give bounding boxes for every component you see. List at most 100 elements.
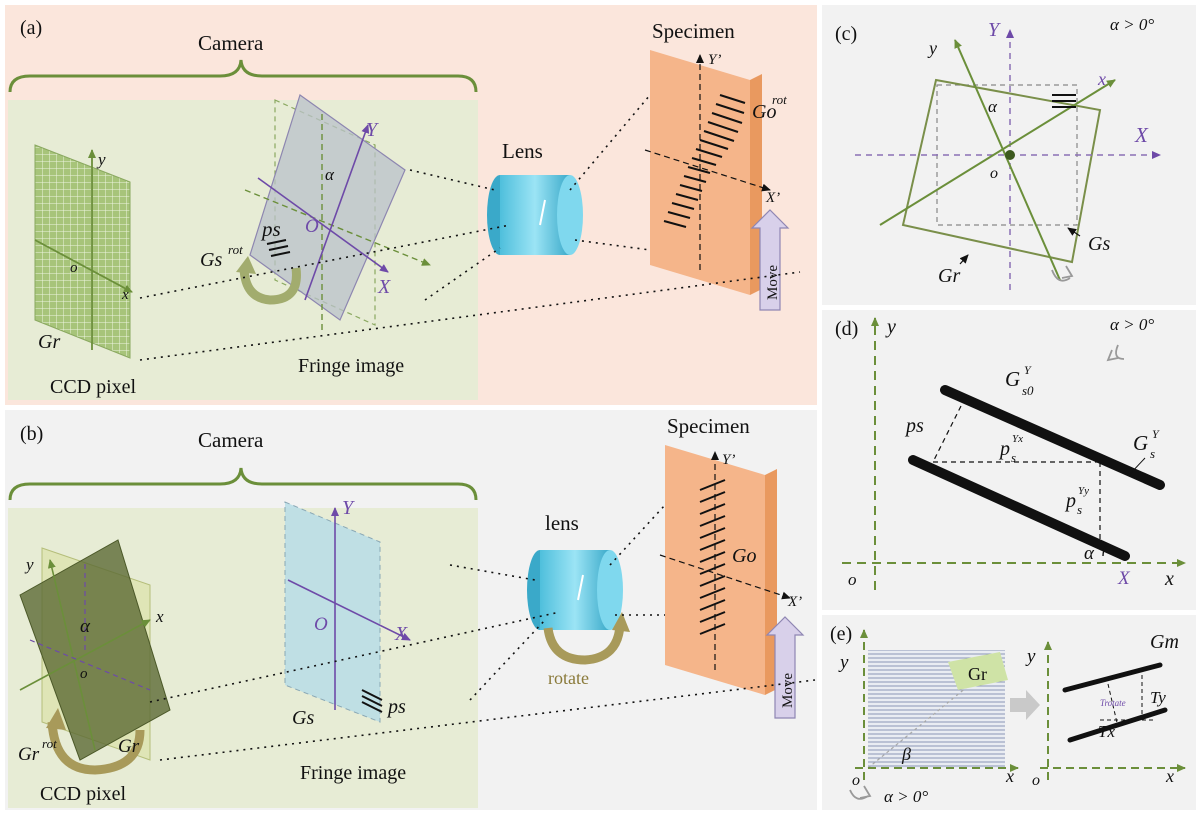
panel-e-right-x-label: x: [1165, 766, 1174, 786]
g-o-rot-label: Go: [752, 101, 776, 123]
panel-e-transform-arrow: [1010, 690, 1040, 720]
move-arrow-a: [750, 209, 790, 311]
panel-e-gr-label: Gr: [968, 664, 987, 684]
panel-e-gr-tag-bg: [948, 652, 1008, 690]
ccd-pixel-label-b: CCD pixel: [40, 783, 127, 805]
specimen-label-a: Specimen: [652, 19, 735, 43]
panel-e-left-y-label: y: [838, 652, 849, 673]
g-o-label-b: Go: [732, 545, 756, 567]
ccd-b-y-axis: [47, 559, 96, 751]
fringe-purple-Y-axis: [304, 124, 370, 301]
panel-d-gs-pointer: [1129, 457, 1146, 475]
panel-c-alpha: α: [988, 97, 998, 116]
panel-d-psyy-sup: Yy: [1078, 485, 1089, 497]
ccd-b-y-label: y: [24, 555, 34, 574]
panel-d-psyy-label: p: [1064, 490, 1076, 512]
specimen-b-X-prime: X’: [787, 594, 802, 610]
panel-c: (c) α > 0° Y X y x o α Gs Gr: [822, 5, 1196, 305]
panel-c-gs-pointer: [1067, 227, 1081, 237]
fringe-b-Y-label: Y: [342, 497, 355, 519]
fringe-X-label: X: [377, 276, 391, 298]
panel-d-gs-sub: s: [1150, 446, 1155, 461]
rays-a: [139, 94, 801, 361]
panel-b-tag: (b): [20, 423, 43, 445]
g-o-rot-sup: rot: [772, 92, 787, 107]
panel-e-trotate-line: [1107, 683, 1119, 728]
g-r-label-b: Gr: [118, 736, 140, 757]
panel-d-gs-sup: Y: [1152, 427, 1160, 441]
rotate-arrow-b-lens: [543, 624, 625, 665]
panel-d-alpha: α: [1084, 543, 1095, 564]
panel-d-ps-label: ps: [904, 415, 924, 437]
panel-d-psyx-sub: s: [1011, 450, 1016, 465]
fringe-image-label-b: Fringe image: [300, 762, 406, 784]
g-s-label-b: Gs: [292, 707, 314, 729]
panel-e-left-o-label: o: [852, 772, 860, 789]
camera-label: Camera: [198, 31, 264, 55]
fringe-lines-b: [361, 689, 383, 713]
panel-d-background: [822, 310, 1196, 610]
panel-c-x-axis: [879, 79, 1116, 226]
fringe-Y-label: Y: [366, 119, 379, 141]
lens-b-highlight: [577, 574, 584, 601]
specimen-b-Y-prime: Y’: [722, 452, 735, 468]
panel-d-tag: (d): [835, 318, 858, 340]
panel-c-Y-label: Y: [988, 19, 1001, 41]
g-s-rot-sup: rot: [228, 242, 243, 257]
rotate-arrow-b-ccd-head: [46, 708, 66, 730]
panel-d-x-label: x: [1164, 568, 1174, 590]
fringe-lines-a: [266, 239, 291, 257]
panel-d-gs-line: [908, 455, 1130, 561]
specimen-label-b: Specimen: [667, 414, 750, 438]
panel-c-gr-label: Gr: [938, 265, 960, 287]
panel-e-tx-label: Tx: [1098, 722, 1115, 741]
g-r-rot-label: Gr: [18, 744, 40, 765]
specimen-a-face: [650, 50, 750, 295]
panel-c-x-label: x: [1097, 69, 1106, 89]
panel-e-tag: (e): [830, 623, 852, 645]
g-s-rot-label: Gs: [200, 249, 222, 271]
specimen-a-Y-prime: Y’: [708, 52, 721, 68]
move-arrow-b: [765, 616, 805, 719]
specimen-a-X-prime: X’: [765, 190, 780, 206]
rotate-arrow-b-lens-head: [612, 612, 630, 632]
panel-d-gs0-sub: s0: [1022, 383, 1034, 398]
panel-d-condition: α > 0°: [1110, 315, 1154, 334]
ccd-pixel-grid: [34, 144, 131, 359]
p-s-label-a: ps: [260, 217, 281, 241]
panel-d-gs0-sup: Y: [1024, 363, 1032, 377]
lens-b-front: [597, 550, 623, 630]
g-r-square-rotated: [901, 78, 1102, 264]
ccd-b-dashed-horiz: [29, 639, 151, 691]
lens-label-a: Lens: [502, 139, 543, 163]
panel-c-gr-pointer: [959, 254, 969, 265]
move-label-a: Move: [765, 265, 781, 300]
ccd-pixel-label-a: CCD pixel: [50, 376, 137, 398]
ccd-b-x-label: x: [155, 607, 164, 626]
ccd-b-alpha: α: [80, 616, 91, 637]
panel-c-y-axis: [954, 39, 1061, 281]
fringe-purple-X-axis: [257, 177, 389, 273]
lens-label-b: lens: [545, 511, 579, 535]
ccd-b-x-axis: [19, 619, 151, 691]
move-label-b: Move: [780, 673, 796, 708]
panel-c-o-label: o: [990, 165, 998, 182]
g-r-label-a: Gr: [38, 331, 60, 353]
ccd-x-axis: [34, 239, 133, 293]
specimen-b-side: [765, 469, 777, 695]
panel-e-condition: α > 0°: [884, 787, 928, 806]
panel-d-gs-label: G: [1133, 431, 1148, 455]
camera-brace-b: [8, 467, 478, 501]
specimen-b-X-axis: [659, 554, 791, 600]
camera-label-b: Camera: [198, 428, 264, 452]
panel-c-rotation-icon: [1051, 265, 1074, 282]
panel-e-left-x-label: x: [1005, 766, 1014, 786]
panel-d-alpha-arc: [1102, 545, 1107, 557]
panel-a-tag: (a): [20, 17, 42, 39]
specimen-b-fringes: [699, 479, 726, 635]
specimen-a-side: [750, 74, 762, 295]
panel-d-y-label: y: [885, 316, 896, 338]
panel-d-gs0-label: G: [1005, 367, 1020, 391]
